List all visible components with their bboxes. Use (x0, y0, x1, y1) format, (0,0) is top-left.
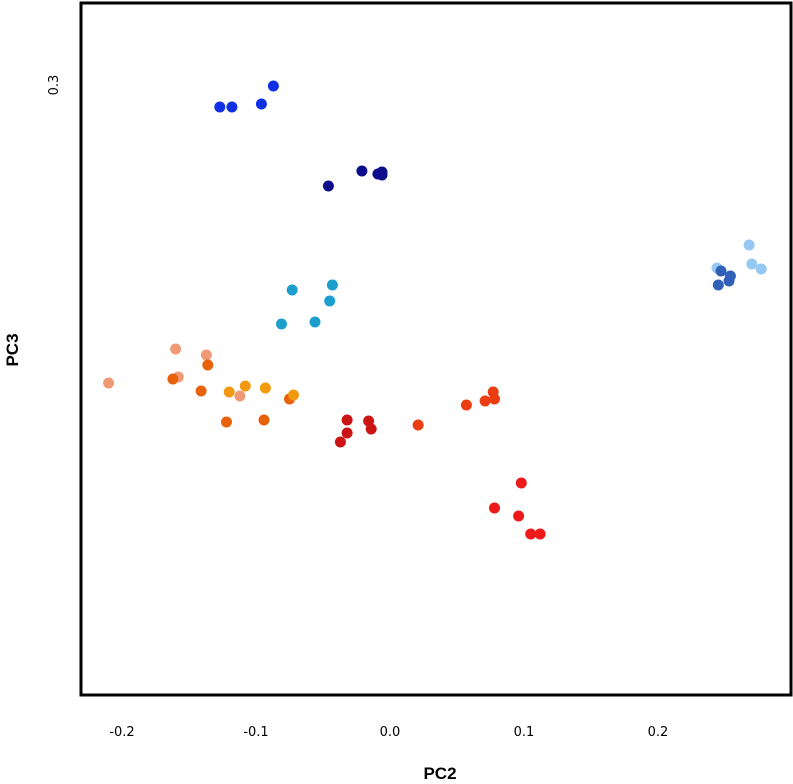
data-point-series-6 (167, 373, 179, 385)
data-point-series-6 (221, 416, 232, 428)
y-axis-label: PC3 (3, 333, 22, 366)
data-point-series-5 (234, 390, 246, 402)
data-point-series-0 (214, 101, 226, 113)
data-point-series-10 (489, 502, 500, 514)
data-point-series-7 (239, 380, 251, 392)
data-point-series-10 (513, 510, 525, 522)
data-point-series-4 (276, 318, 287, 330)
data-point-series-9 (460, 399, 472, 411)
data-point-series-10 (525, 528, 537, 540)
data-point-series-1 (322, 180, 334, 192)
x-tick-label: -0.1 (243, 725, 268, 740)
data-point-series-8 (341, 414, 353, 426)
data-point-series-6 (258, 414, 270, 426)
data-point-series-10 (515, 477, 527, 489)
data-point-series-3 (723, 275, 735, 287)
y-tick-label: 0.3 (47, 75, 62, 96)
y-axis-ticks: 0.3 (47, 75, 62, 96)
plot-frame (79, 1, 793, 697)
data-point-series-5 (170, 343, 182, 355)
data-point-series-9 (412, 419, 424, 431)
data-point-series-6 (195, 385, 207, 397)
x-tick-label: 0.1 (514, 725, 535, 740)
x-tick-label: -0.2 (109, 725, 134, 740)
data-point-series-4 (309, 316, 321, 328)
data-point-series-2 (743, 239, 755, 251)
data-point-series-7 (259, 382, 271, 394)
x-axis-ticks: -0.2 -0.1 0.0 0.1 0.2 (109, 725, 668, 740)
data-point-series-7 (288, 389, 299, 401)
data-point-series-10 (534, 528, 546, 540)
data-point-series-9 (479, 395, 491, 407)
data-point-series-5 (103, 377, 115, 389)
data-points (103, 80, 767, 540)
data-point-series-8 (334, 436, 346, 448)
data-point-series-4 (324, 295, 336, 307)
data-point-series-3 (712, 279, 724, 291)
data-point-series-0 (255, 98, 267, 110)
data-point-series-7 (223, 386, 235, 398)
data-point-series-3 (715, 265, 727, 277)
data-point-series-8 (365, 423, 377, 435)
data-point-series-0 (226, 101, 238, 113)
x-tick-label: 0.0 (380, 725, 401, 740)
data-point-series-1 (376, 166, 388, 178)
data-point-series-4 (326, 279, 338, 291)
data-point-series-0 (267, 80, 279, 92)
x-tick-label: 0.2 (648, 725, 669, 740)
data-point-series-6 (202, 359, 214, 371)
data-point-series-2 (755, 263, 767, 275)
data-point-series-1 (356, 165, 368, 177)
x-axis-label: PC2 (423, 764, 456, 783)
data-point-series-8 (341, 427, 353, 439)
data-point-series-4 (286, 284, 298, 296)
data-point-series-9 (489, 393, 500, 405)
data-point-series-5 (200, 349, 212, 361)
data-point-series-2 (746, 258, 758, 270)
